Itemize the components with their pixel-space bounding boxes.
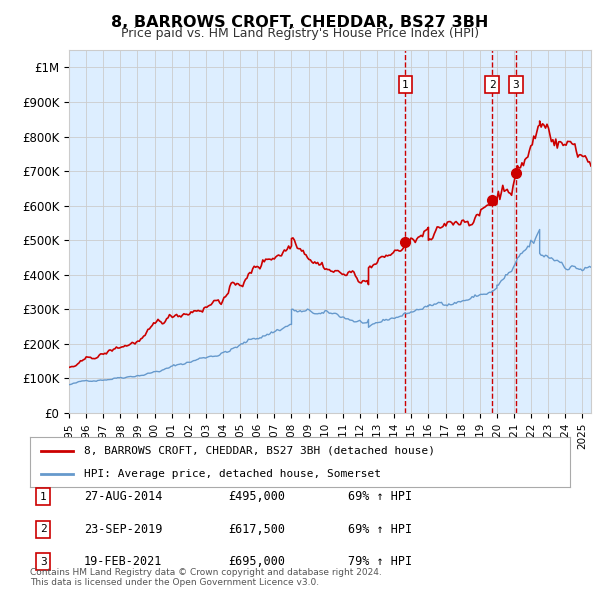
Text: Price paid vs. HM Land Registry's House Price Index (HPI): Price paid vs. HM Land Registry's House … xyxy=(121,27,479,40)
Text: 69% ↑ HPI: 69% ↑ HPI xyxy=(348,523,412,536)
Text: This data is licensed under the Open Government Licence v3.0.: This data is licensed under the Open Gov… xyxy=(30,578,319,587)
Text: 1: 1 xyxy=(40,492,47,502)
Text: 8, BARROWS CROFT, CHEDDAR, BS27 3BH (detached house): 8, BARROWS CROFT, CHEDDAR, BS27 3BH (det… xyxy=(84,445,435,455)
Text: HPI: Average price, detached house, Somerset: HPI: Average price, detached house, Some… xyxy=(84,469,381,479)
Text: 79% ↑ HPI: 79% ↑ HPI xyxy=(348,555,412,568)
Text: 69% ↑ HPI: 69% ↑ HPI xyxy=(348,490,412,503)
Text: £695,000: £695,000 xyxy=(228,555,285,568)
Text: 3: 3 xyxy=(40,557,47,566)
Text: 19-FEB-2021: 19-FEB-2021 xyxy=(84,555,163,568)
Text: 8, BARROWS CROFT, CHEDDAR, BS27 3BH: 8, BARROWS CROFT, CHEDDAR, BS27 3BH xyxy=(112,15,488,30)
Text: Contains HM Land Registry data © Crown copyright and database right 2024.: Contains HM Land Registry data © Crown c… xyxy=(30,568,382,577)
Text: £495,000: £495,000 xyxy=(228,490,285,503)
Text: 1: 1 xyxy=(402,80,409,90)
Text: 2: 2 xyxy=(40,525,47,534)
Text: 3: 3 xyxy=(512,80,520,90)
Text: 2: 2 xyxy=(489,80,496,90)
Text: 27-AUG-2014: 27-AUG-2014 xyxy=(84,490,163,503)
Text: £617,500: £617,500 xyxy=(228,523,285,536)
Text: 23-SEP-2019: 23-SEP-2019 xyxy=(84,523,163,536)
